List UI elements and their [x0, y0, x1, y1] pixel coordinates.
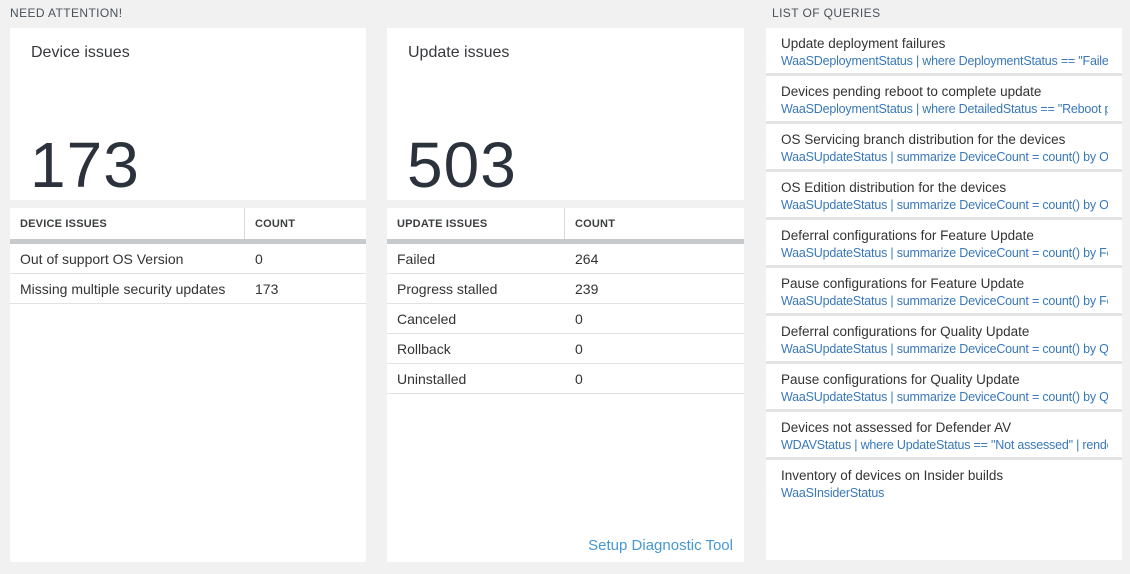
- table-header-divider-band: [387, 239, 744, 244]
- need-attention-column-devices: NEED ATTENTION! Device issues 173 DEVICE…: [10, 0, 366, 562]
- row-label: Out of support OS Version: [20, 250, 184, 267]
- row-label: Uninstalled: [397, 370, 467, 387]
- query-list-item[interactable]: Pause configurations for Quality Update W…: [766, 364, 1122, 412]
- query-title: Deferral configurations for Feature Upda…: [781, 228, 1034, 243]
- query-list-item[interactable]: Deferral configurations for Feature Upda…: [766, 220, 1122, 268]
- column-header-update-issues: UPDATE ISSUES: [387, 208, 565, 239]
- update-issues-tile[interactable]: Update issues 503: [387, 28, 744, 200]
- section-header-need-attention: NEED ATTENTION!: [10, 6, 123, 20]
- query-string: WaaSUpdateStatus | summarize DeviceCount…: [781, 294, 1108, 308]
- row-count: 0: [575, 370, 583, 387]
- table-row[interactable]: Rollback 0: [387, 334, 744, 364]
- query-string: WaaSUpdateStatus | summarize DeviceCount…: [781, 150, 1108, 164]
- row-count: 0: [575, 340, 583, 357]
- query-title: OS Servicing branch distribution for the…: [781, 132, 1066, 147]
- query-string: WaaSUpdateStatus | summarize DeviceCount…: [781, 390, 1108, 404]
- row-count: 239: [575, 280, 599, 297]
- update-issues-table-body: Failed 264 Progress stalled 239 Canceled 0 Rol…: [387, 244, 744, 394]
- table-row[interactable]: Out of support OS Version 0: [10, 244, 366, 274]
- query-list-item[interactable]: Devices pending reboot to complete updat…: [766, 76, 1122, 124]
- row-count: 0: [575, 310, 583, 327]
- list-of-queries-column: LIST OF QUERIES Update deployment failur…: [766, 0, 1122, 560]
- table-header-divider-band: [10, 239, 366, 244]
- update-issues-count: 503: [407, 129, 517, 201]
- query-title: Update deployment failures: [781, 36, 946, 51]
- row-label: Progress stalled: [397, 280, 498, 297]
- setup-diagnostic-tool-link[interactable]: Setup Diagnostic Tool: [588, 537, 733, 554]
- table-row[interactable]: Uninstalled 0: [387, 364, 744, 394]
- query-list-item[interactable]: OS Edition distribution for the devices W…: [766, 172, 1122, 220]
- query-list-item[interactable]: Update deployment failures WaaSDeployment…: [766, 28, 1122, 76]
- update-issues-table-card: UPDATE ISSUES COUNT Failed 264 Progress st…: [387, 208, 744, 562]
- query-list-item[interactable]: Pause configurations for Feature Update W…: [766, 268, 1122, 316]
- query-list-item[interactable]: Inventory of devices on Insider builds Wa…: [766, 460, 1122, 505]
- column-header-device-issues: DEVICE ISSUES: [10, 208, 245, 239]
- query-list-item[interactable]: OS Servicing branch distribution for the…: [766, 124, 1122, 172]
- need-attention-column-updates: Update issues 503 UPDATE ISSUES COUNT Fa…: [387, 0, 744, 562]
- header-spacer: [387, 0, 744, 28]
- query-title: Pause configurations for Feature Update: [781, 276, 1025, 291]
- device-issues-tile[interactable]: Device issues 173: [10, 28, 366, 200]
- query-title: Inventory of devices on Insider builds: [781, 468, 1004, 483]
- query-string: WaaSDeploymentStatus | where DetailedSta…: [781, 102, 1108, 116]
- query-title: Deferral configurations for Quality Upda…: [781, 324, 1030, 339]
- table-header-row: DEVICE ISSUES COUNT: [10, 208, 366, 239]
- query-string: WaaSInsiderStatus: [781, 486, 885, 500]
- table-row[interactable]: Canceled 0: [387, 304, 744, 334]
- column-header-count: COUNT: [255, 217, 296, 230]
- row-count: 0: [255, 250, 263, 267]
- table-row[interactable]: Missing multiple security updates 173: [10, 274, 366, 304]
- query-string: WDAVStatus | where UpdateStatus == "Not …: [781, 438, 1108, 452]
- query-list-panel: Update deployment failures WaaSDeployment…: [766, 28, 1122, 560]
- query-title: Pause configurations for Quality Update: [781, 372, 1020, 387]
- tile-title: Device issues: [31, 44, 130, 61]
- query-list-item[interactable]: Deferral configurations for Quality Upda…: [766, 316, 1122, 364]
- device-issues-table-card: DEVICE ISSUES COUNT Out of support OS Ve…: [10, 208, 366, 562]
- query-title: OS Edition distribution for the devices: [781, 180, 1007, 195]
- query-title: Devices not assessed for Defender AV: [781, 420, 1012, 435]
- row-count: 173: [255, 280, 279, 297]
- query-list-item[interactable]: Devices not assessed for Defender AV WDAV…: [766, 412, 1122, 460]
- row-count: 264: [575, 250, 599, 267]
- table-header-row: UPDATE ISSUES COUNT: [387, 208, 744, 239]
- row-label: Failed: [397, 250, 436, 267]
- query-string: WaaSUpdateStatus | summarize DeviceCount…: [781, 198, 1108, 212]
- row-label: Missing multiple security updates: [20, 280, 226, 297]
- query-string: WaaSUpdateStatus | summarize DeviceCount…: [781, 246, 1108, 260]
- query-title: Devices pending reboot to complete updat…: [781, 84, 1042, 99]
- device-issues-table-body: Out of support OS Version 0 Missing multip…: [10, 244, 366, 304]
- row-label: Rollback: [397, 340, 451, 357]
- tile-title: Update issues: [408, 44, 510, 61]
- query-string: WaaSUpdateStatus | summarize DeviceCount…: [781, 342, 1108, 356]
- table-row[interactable]: Progress stalled 239: [387, 274, 744, 304]
- device-issues-count: 173: [30, 129, 140, 201]
- column-header-count: COUNT: [575, 217, 616, 230]
- section-header-list-of-queries: LIST OF QUERIES: [772, 6, 881, 20]
- row-label: Canceled: [397, 310, 457, 327]
- query-string: WaaSDeploymentStatus | where DeploymentS…: [781, 54, 1108, 68]
- table-row[interactable]: Failed 264: [387, 244, 744, 274]
